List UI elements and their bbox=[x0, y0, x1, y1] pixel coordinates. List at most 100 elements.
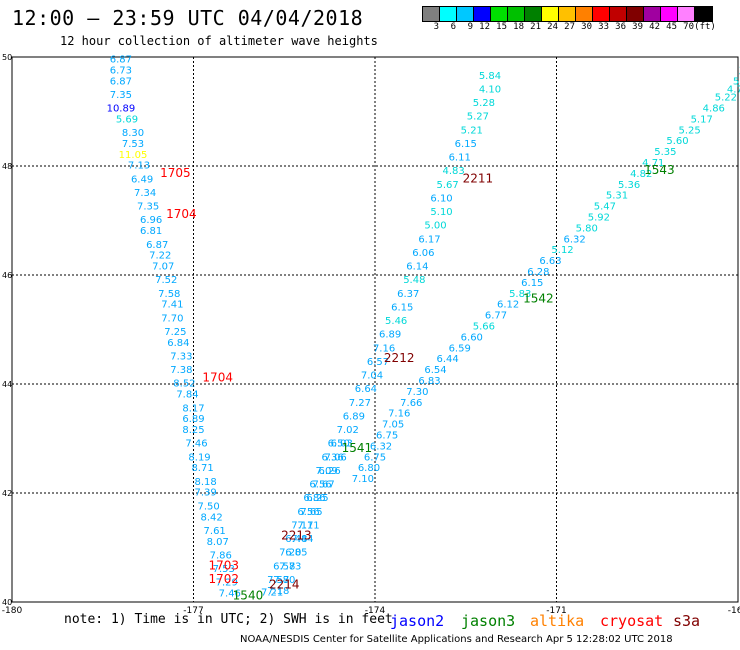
wave-height-label: 6.32 bbox=[564, 234, 586, 245]
wave-height-label: 6.32 bbox=[370, 441, 392, 452]
legend-label: 15 bbox=[496, 22, 507, 32]
legend-swatch bbox=[661, 7, 678, 21]
wave-height-label: 7.65 bbox=[300, 507, 322, 518]
legend-swatch bbox=[542, 7, 559, 21]
legend-swatch bbox=[627, 7, 644, 21]
wave-height-label: 7.86 bbox=[210, 550, 232, 561]
wave-height-label: 7.46 bbox=[185, 439, 207, 450]
x-tick-label: -171 bbox=[546, 606, 566, 616]
wave-height-label: 6.56 bbox=[309, 480, 331, 491]
legend-label: 27 bbox=[564, 22, 575, 32]
wave-height-label: 6.89 bbox=[343, 411, 365, 422]
wave-height-label: 6.75 bbox=[376, 431, 398, 442]
wave-height-label: 6.59 bbox=[449, 343, 471, 354]
wave-height-label: 6.63 bbox=[539, 256, 561, 267]
wave-height-label: 7.73 bbox=[279, 561, 301, 572]
wave-height-label: 5.21 bbox=[461, 125, 483, 136]
legend-swatch bbox=[593, 7, 610, 21]
legend-label: 9 bbox=[467, 22, 473, 32]
wave-height-label: 6.86 bbox=[303, 493, 325, 504]
wave-height-label: 5.60 bbox=[666, 136, 688, 147]
wave-height-label: 5.12 bbox=[551, 245, 573, 256]
wave-height-label: 7.30 bbox=[406, 387, 428, 398]
wave-height-label: 5.92 bbox=[588, 213, 610, 224]
wave-height-label: 6.15 bbox=[521, 278, 543, 289]
wave-height-label: 5.69 bbox=[116, 114, 138, 125]
legend-swatch bbox=[695, 7, 712, 21]
wave-height-label: 6.89 bbox=[182, 414, 204, 425]
wave-height-label: 7.38 bbox=[170, 365, 192, 376]
chart-title: 12:00 – 23:59 UTC 04/04/2018 bbox=[12, 6, 364, 30]
wave-height-label: 5.58 bbox=[739, 60, 740, 71]
legend-swatch bbox=[644, 7, 661, 21]
legend-altika: altika bbox=[530, 612, 585, 630]
wave-height-label: 5.00 bbox=[424, 221, 446, 232]
wave-height-label: 7.29 bbox=[216, 578, 238, 589]
y-tick-label: 46 bbox=[2, 271, 12, 280]
wave-height-label: 7.27 bbox=[349, 398, 371, 409]
wave-height-label: 7.33 bbox=[170, 351, 192, 362]
wave-height-label: 7.84 bbox=[176, 390, 198, 401]
wave-height-label: 8.30 bbox=[122, 128, 144, 139]
legend-swatch bbox=[440, 7, 457, 21]
wave-height-label: 5.05 bbox=[733, 76, 740, 87]
wave-height-label: 6.26 bbox=[318, 466, 340, 477]
wave-height-label: 6.80 bbox=[358, 463, 380, 474]
wave-height-label: 6.57 bbox=[367, 357, 389, 368]
wave-height-label: 6.77 bbox=[485, 311, 507, 322]
wave-height-label: 7.52 bbox=[155, 275, 177, 286]
wave-height-label: 10.89 bbox=[107, 104, 136, 115]
wave-height-label: 6.64 bbox=[355, 384, 377, 395]
wave-height-label: 7.39 bbox=[194, 488, 216, 499]
pass-time-label: 1704 bbox=[166, 207, 197, 221]
wave-height-label: 7.20 bbox=[279, 548, 301, 559]
wave-height-label: 7.25 bbox=[164, 327, 186, 338]
legend-s3a: s3a bbox=[673, 612, 701, 630]
legend-label: 36 bbox=[615, 22, 626, 32]
wave-height-label: 5.36 bbox=[618, 180, 640, 191]
legend-swatch bbox=[508, 7, 525, 21]
footer-credit: NOAA/NESDIS Center for Satellite Applica… bbox=[240, 634, 673, 645]
wave-height-label: 7.58 bbox=[158, 289, 180, 300]
wave-height-label: 8.25 bbox=[182, 425, 204, 436]
legend-swatch bbox=[525, 7, 542, 21]
note-text: note: 1) Time is in UTC; 2) SWH is in fe… bbox=[64, 612, 393, 627]
wave-height-label: 7.53 bbox=[213, 564, 235, 575]
legend-label: 24 bbox=[547, 22, 558, 32]
x-tick-label: -177 bbox=[183, 606, 203, 616]
wave-height-label: 5.67 bbox=[436, 180, 458, 191]
wave-height-label: 6.87 bbox=[110, 76, 132, 87]
wave-height-label: 6.85 bbox=[285, 548, 307, 559]
legend-label: 70 bbox=[683, 22, 694, 32]
legend-swatch bbox=[576, 7, 593, 21]
wave-height-label: 7.44 bbox=[291, 534, 313, 545]
wave-height-label: 7.07 bbox=[152, 262, 174, 273]
wave-height-label: 7.22 bbox=[149, 251, 171, 262]
pass-time-label: 1543 bbox=[644, 163, 675, 177]
x-tick-label: -174 bbox=[365, 606, 386, 616]
wave-height-label: 6.17 bbox=[418, 234, 440, 245]
color-legend-labels: 3 6 9 12 15 18 21 24 27 30 33 36 39 42 45 70 (ft) bbox=[422, 22, 716, 32]
wave-height-label: 4.89 bbox=[739, 68, 740, 79]
wave-height-label: 7.04 bbox=[361, 371, 383, 382]
wave-height-label: 7.53 bbox=[122, 139, 144, 150]
wave-height-label: 5.46 bbox=[385, 316, 407, 327]
pass-time-label: 2214 bbox=[269, 577, 300, 591]
wave-height-label: 7.35 bbox=[110, 90, 132, 101]
wave-height-label: 6.11 bbox=[449, 153, 471, 164]
pass-time-label: 1542 bbox=[523, 291, 554, 305]
wave-height-label: 4.86 bbox=[703, 104, 725, 115]
wave-height-label: 6.83 bbox=[418, 376, 440, 387]
legend-swatch bbox=[474, 7, 491, 21]
wave-height-label: 7.66 bbox=[400, 398, 422, 409]
y-tick-label: 50 bbox=[2, 53, 12, 62]
wave-height-label: 7.35 bbox=[137, 202, 159, 213]
pass-time-label: 1704 bbox=[202, 370, 233, 384]
wave-height-label: 6.75 bbox=[364, 452, 386, 463]
wave-height-label: 5.47 bbox=[594, 202, 616, 213]
legend-jason2: jason2 bbox=[390, 612, 445, 630]
legend-label: 42 bbox=[649, 22, 660, 32]
wave-height-label: 6.50 bbox=[328, 439, 350, 450]
wave-height-label: 8.17 bbox=[182, 403, 204, 414]
wave-height-label: 5.83 bbox=[509, 289, 531, 300]
